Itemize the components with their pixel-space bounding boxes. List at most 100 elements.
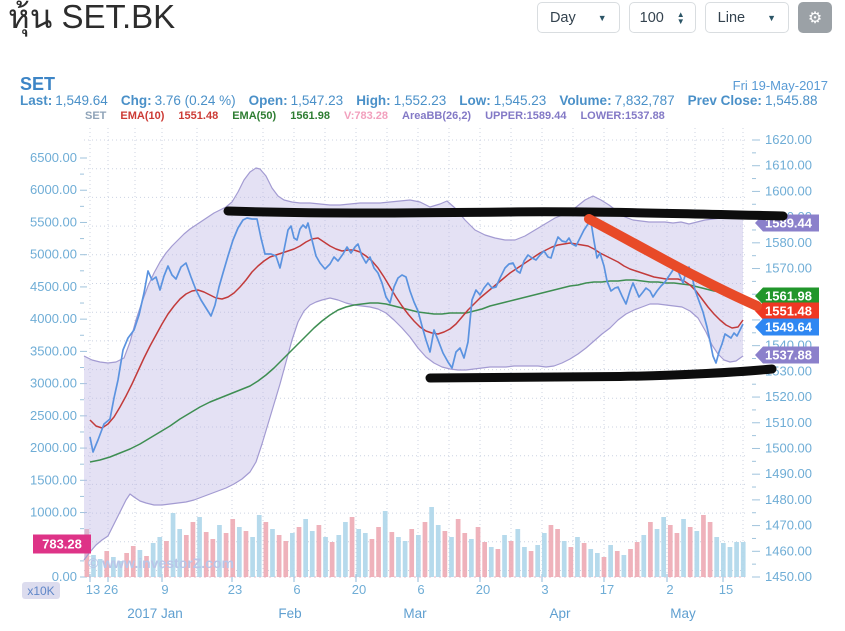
volume-bar — [588, 549, 594, 577]
volume-bar — [681, 519, 686, 577]
volume-bar — [515, 529, 521, 577]
volume-axis-label: 4000.00 — [30, 311, 77, 326]
volume-bar — [575, 537, 580, 577]
price-axis-label: 1570.00 — [765, 261, 812, 276]
volume-bar — [336, 535, 342, 577]
volume-axis-label: 1500.00 — [30, 472, 77, 487]
chevron-down-icon: ▼ — [597, 12, 607, 23]
stat-label: Chg: — [120, 93, 152, 108]
price-axis-label: 1620.00 — [765, 132, 812, 147]
volume-bar — [144, 556, 149, 577]
volume-bar — [720, 543, 726, 577]
volume-bar — [124, 553, 129, 577]
stepper-up-icon[interactable]: ▲ — [676, 9, 685, 19]
stat-item: High: 1,552.23 — [356, 93, 446, 108]
timeframe-value: Day — [549, 9, 576, 26]
stepper-arrows[interactable]: ▲ ▼ — [676, 9, 685, 26]
volume-bar — [561, 541, 567, 577]
series-line-ema-50- — [89, 279, 744, 463]
x-axis-month-label: Mar — [403, 606, 427, 621]
volume-bar — [641, 535, 647, 577]
stat-value: 1,545.23 — [493, 93, 547, 108]
volume-bar — [369, 539, 375, 577]
volume-bar — [177, 529, 183, 577]
volume-bar — [661, 517, 667, 577]
chart-date: Fri 19-May-2017 — [732, 78, 828, 93]
stepper-down-icon[interactable]: ▼ — [676, 16, 685, 26]
volume-bar — [223, 533, 229, 577]
volume-bar — [137, 550, 143, 577]
volume-bar — [667, 525, 673, 577]
volume-bar — [495, 549, 501, 577]
bars-count-stepper[interactable]: 100 ▲ ▼ — [628, 2, 696, 33]
legend-item: V:783.28 — [343, 110, 389, 122]
volume-bar — [541, 533, 547, 577]
price-badge — [755, 302, 819, 320]
volume-bar — [409, 529, 415, 577]
x-axis-month-label: Feb — [278, 606, 301, 621]
legend-item: 1551.48 — [178, 110, 219, 122]
volume-bar — [429, 507, 434, 577]
volume-bar — [117, 561, 123, 577]
stat-item: Last: 1,549.64 — [20, 93, 108, 108]
page-title: หุ้น SET.BK — [8, 0, 176, 35]
price-badge-label: 1537.88 — [765, 348, 812, 363]
stat-label: Prev Close: — [687, 93, 762, 108]
stat-item: Chg: 3.76 (0.24 %) — [121, 93, 236, 108]
settings-button[interactable]: ⚙ — [798, 2, 832, 33]
stat-label: High: — [356, 93, 391, 108]
stat-item: Open: 1,547.23 — [249, 93, 344, 108]
stat-label: Open: — [248, 93, 288, 108]
chart-type-select[interactable]: Line ▼ — [704, 2, 789, 33]
price-axis-label: 1450.00 — [765, 569, 812, 584]
volume-bar — [455, 519, 461, 577]
volume-bar — [389, 532, 395, 577]
symbol-title: SET — [20, 74, 56, 94]
series-line-set — [89, 217, 744, 453]
chart-type-value: Line — [717, 9, 746, 26]
price-axis-label: 1500.00 — [765, 440, 812, 455]
volume-bar — [548, 525, 554, 577]
x-axis-label: 6 — [293, 582, 300, 597]
series-line-ema-10- — [89, 237, 744, 429]
volume-bar — [203, 532, 209, 577]
stat-label: Last: — [20, 93, 53, 108]
volume-bar — [97, 559, 103, 577]
x-axis-label: 6 — [417, 582, 424, 597]
volume-bar — [104, 551, 110, 577]
timeframe-select[interactable]: Day ▼ — [536, 2, 620, 33]
bollinger-band-area — [84, 168, 743, 560]
legend-item: SET — [85, 110, 107, 122]
volume-bar — [634, 542, 640, 577]
stat-value: 1,552.23 — [393, 93, 447, 108]
x-axis-label: 23 — [228, 582, 242, 597]
volume-axis-label: 3000.00 — [30, 376, 77, 391]
legend-item: AreaBB(26,2) — [402, 110, 472, 122]
volume-bar — [243, 531, 249, 577]
volume-bar — [595, 553, 600, 577]
volume-bar — [396, 537, 401, 577]
price-axis-label: 1580.00 — [765, 235, 812, 250]
volume-bar — [130, 546, 136, 577]
stat-item: Prev Close: 1,545.88 — [688, 93, 818, 108]
volume-bar — [462, 533, 468, 577]
volume-bar — [687, 527, 693, 577]
indicator-legend-row: SET EMA(10) 1551.48 EMA(50) 1561.98 V:783.28 A… — [85, 110, 665, 122]
series-line-bb-upper — [83, 167, 744, 364]
volume-bar — [210, 539, 216, 577]
volume-bar — [416, 535, 421, 577]
quote-stats-row: Last: 1,549.64 Chg: 3.76 (0.24 %) Open: 1,547… — [20, 93, 818, 108]
volume-unit-box — [22, 582, 60, 599]
volume-bar — [343, 522, 348, 577]
x-axis-month-label: Apr — [549, 606, 571, 621]
volume-axis-label: 1000.00 — [30, 505, 77, 520]
volume-bar — [349, 517, 355, 577]
stat-value: 7,832,787 — [614, 93, 675, 108]
volume-bar — [581, 543, 587, 577]
volume-axis-label: 4500.00 — [30, 279, 77, 294]
legend-item: EMA(10) — [120, 110, 165, 122]
x-axis-label: 15 — [719, 582, 733, 597]
annotation-trendline-bottom — [425, 364, 777, 383]
